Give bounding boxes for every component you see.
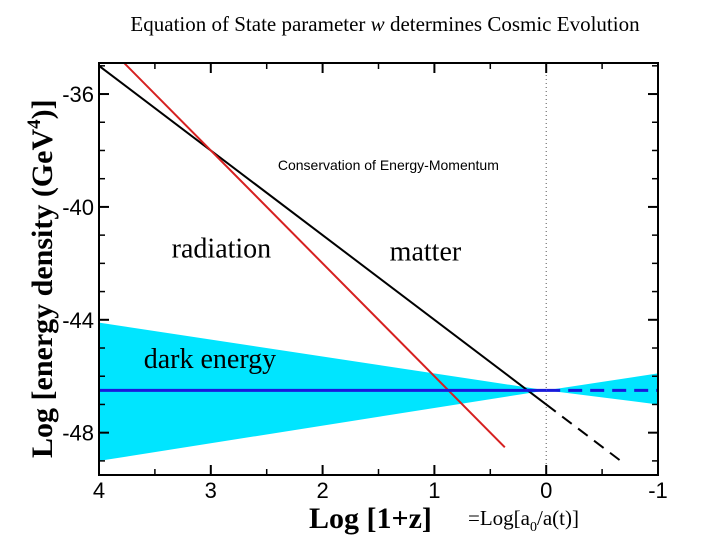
scale-factor-note-suffix: /a(t)] [537, 506, 579, 530]
y-axis-label: Log [energy density (GeV4)] [24, 99, 59, 458]
y-axis-label-close: )] [26, 99, 59, 119]
matter-line [99, 65, 547, 406]
slide-title-symbol: w [370, 12, 385, 36]
scale-factor-note: =Log[a0/a(t)] [468, 506, 579, 535]
radiation-label: radiation [172, 234, 272, 265]
y-axis-label-exponent: 4 [24, 119, 45, 129]
y-tick-label: -40 [62, 195, 94, 220]
x-tick-label: 2 [316, 478, 328, 503]
plot-area [98, 62, 659, 476]
x-axis-ticks: 4 3 2 1 0 -1 [93, 63, 668, 503]
matter-line-dashed [545, 403, 626, 465]
x-tick-label: -1 [648, 478, 668, 503]
y-axis-ticks: -36 -40 -44 -48 [62, 65, 658, 462]
x-tick-label: 4 [93, 478, 105, 503]
scale-factor-note-sub: 0 [530, 520, 537, 535]
conservation-annotation: Conservation of Energy-Momentum [278, 157, 499, 173]
slide-title-prefix: Equation of State parameter [130, 12, 371, 36]
radiation-line [122, 63, 506, 449]
y-tick-label: -48 [62, 421, 94, 446]
dark-energy-label: dark energy [144, 344, 276, 375]
slide-title: Equation of State parameter w determines… [0, 12, 720, 37]
scale-factor-note-prefix: =Log[a [468, 506, 531, 530]
x-axis-label: Log [1+z] [309, 502, 432, 535]
x-tick-label: 0 [540, 478, 552, 503]
slide-title-suffix: determines Cosmic Evolution [384, 12, 640, 36]
y-axis-label-main: Log [energy density (GeV [26, 129, 59, 458]
y-tick-label: -36 [62, 82, 94, 107]
x-tick-label: 3 [205, 478, 217, 503]
matter-label: matter [390, 237, 462, 268]
x-tick-label: 1 [428, 478, 440, 503]
y-tick-label: -44 [62, 308, 94, 333]
